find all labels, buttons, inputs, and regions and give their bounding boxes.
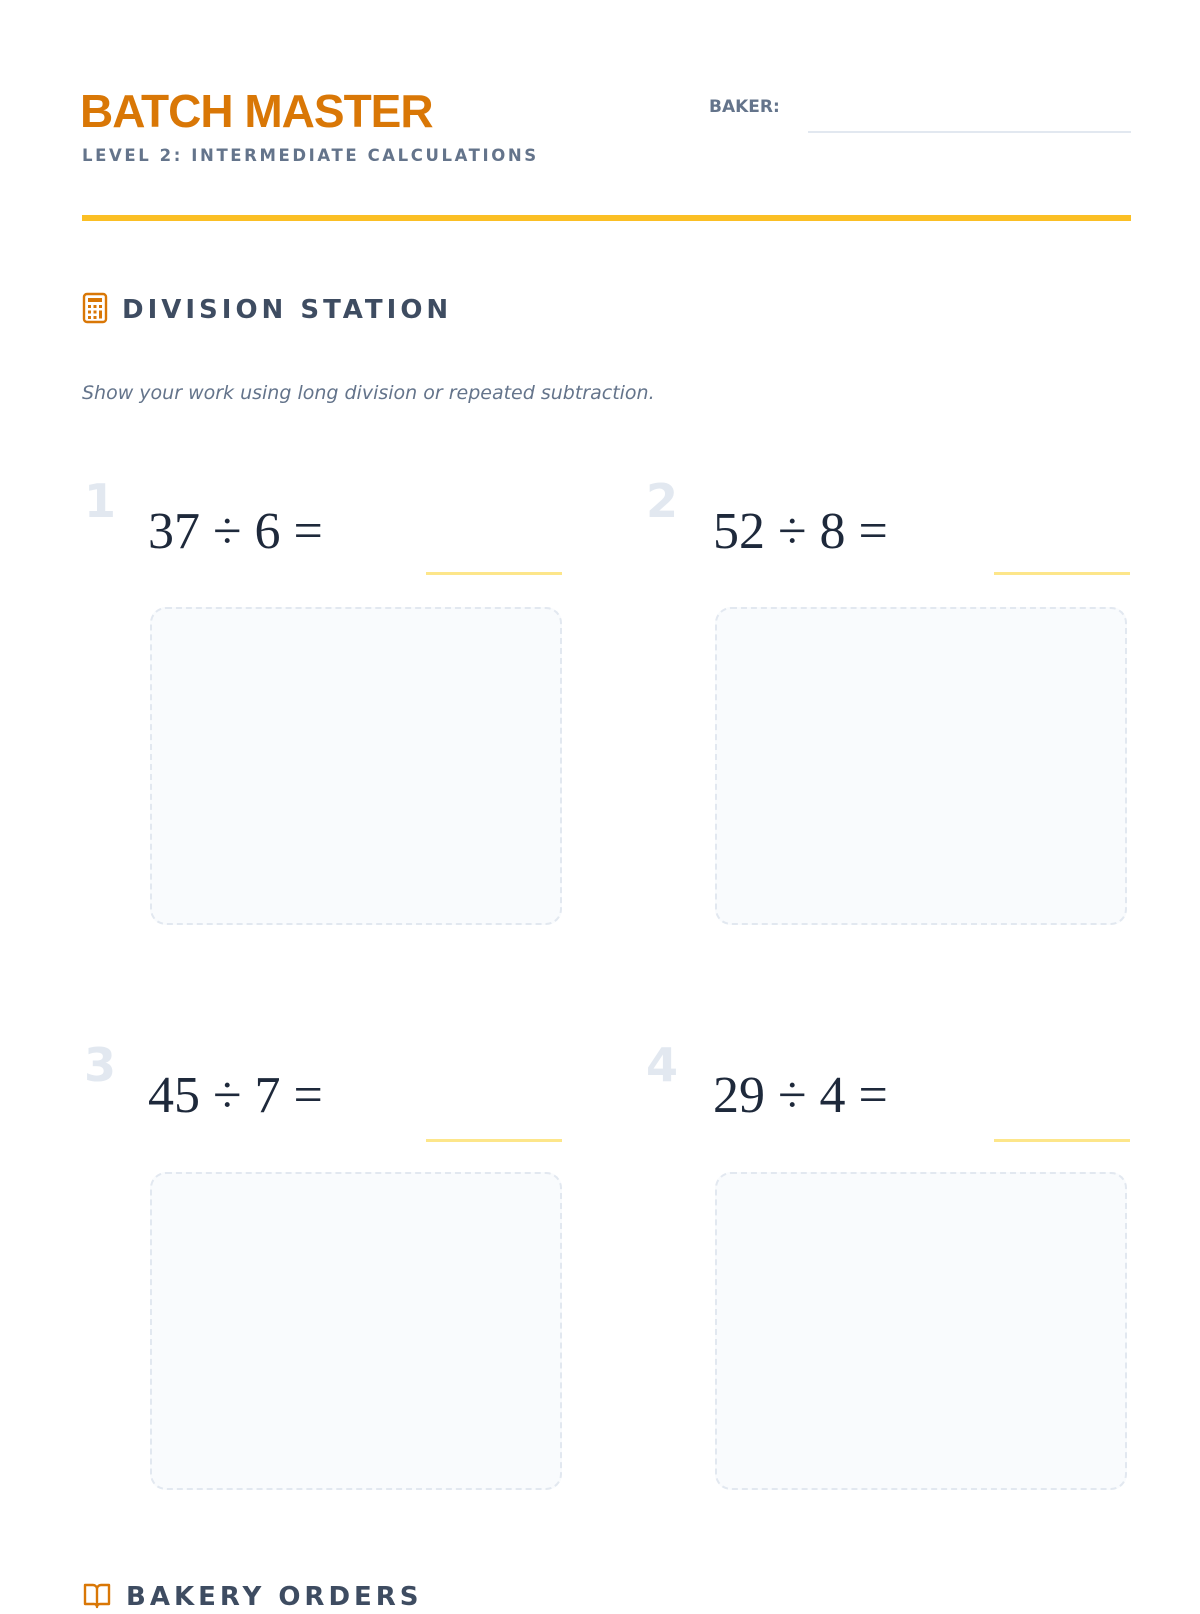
problem-expression: 52 ÷ 8 =: [713, 503, 888, 560]
problem-expression: 29 ÷ 4 =: [713, 1067, 888, 1124]
problem-expression: 37 ÷ 6 =: [148, 503, 323, 560]
answer-field[interactable]: [426, 572, 562, 575]
baker-label: BAKER:: [709, 97, 780, 117]
work-area[interactable]: [150, 607, 562, 925]
calculator-icon: [82, 292, 108, 328]
problem-number: 1: [84, 474, 117, 528]
orders-section-heading: BAKERY ORDERS: [82, 1580, 423, 1614]
problem-number: 4: [646, 1038, 679, 1092]
problem-number: 3: [84, 1038, 117, 1092]
worksheet-title: BATCH MASTER: [80, 85, 434, 137]
work-area[interactable]: [715, 1172, 1127, 1490]
orders-heading: BAKERY ORDERS: [126, 1582, 423, 1612]
problem-number: 2: [646, 474, 679, 528]
baker-name-field[interactable]: [808, 131, 1131, 133]
work-area[interactable]: [715, 607, 1127, 925]
problem-expression: 45 ÷ 7 =: [148, 1067, 323, 1124]
answer-field[interactable]: [994, 1139, 1130, 1142]
division-section-heading: DIVISION STATION: [82, 292, 452, 328]
worksheet-subtitle: LEVEL 2: INTERMEDIATE CALCULATIONS: [82, 146, 539, 165]
work-area[interactable]: [150, 1172, 562, 1490]
division-heading: DIVISION STATION: [122, 295, 453, 325]
book-open-icon: [82, 1580, 112, 1614]
instructions: Show your work using long division or re…: [82, 382, 655, 404]
header-divider: [82, 215, 1131, 221]
answer-field[interactable]: [994, 572, 1130, 575]
answer-field[interactable]: [426, 1139, 562, 1142]
